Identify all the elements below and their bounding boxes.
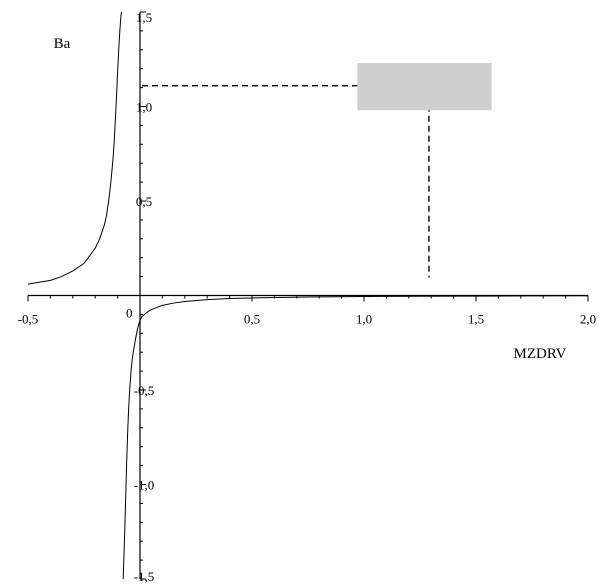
y-tick-label: 1,0	[136, 100, 152, 115]
y-tick-label: 0,5	[136, 194, 152, 209]
ticks-layer: -0,5 0,5 1,0 1,5 2,0 1,5 1,0 0,5 -0,5 -1,0 -1,5	[18, 10, 596, 584]
x-tick-label: 0,5	[244, 312, 260, 327]
y-tick-label: 1,5	[136, 10, 152, 25]
x-tick-label: 2,0	[580, 312, 596, 327]
y-tick-label: -1,0	[134, 478, 155, 493]
x-tick-label: 1,5	[468, 312, 484, 327]
x-tick-label: -0,5	[18, 312, 39, 327]
annotations-layer	[142, 63, 492, 278]
y-axis-title: Ba	[54, 36, 71, 52]
curve-branch-left	[27, 11, 122, 285]
x-axis-title: MZDRV	[514, 346, 567, 362]
curve-branch-right	[122, 295, 589, 580]
y-tick-label: -0,5	[134, 383, 155, 398]
shaded-region	[357, 63, 492, 111]
origin-label: 0	[126, 306, 133, 321]
x-tick-label: 1,0	[356, 312, 372, 327]
curves-layer	[27, 11, 589, 580]
y-tick-label: -1,5	[134, 569, 155, 584]
